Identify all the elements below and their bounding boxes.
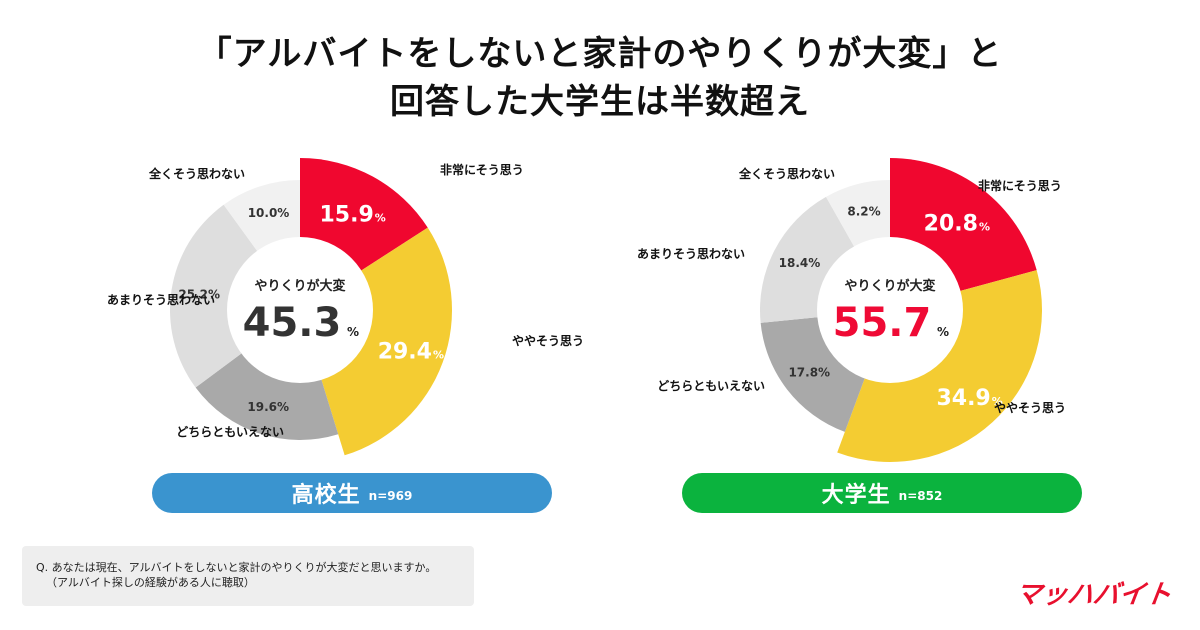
donut-chart-university: 20.8%非常にそう思う34.9%ややそう思う17.8%どちらともいえない18.… xyxy=(637,158,1066,463)
sample-size: n=852 xyxy=(898,489,943,503)
value-label-neutral: 17.8% xyxy=(788,365,830,379)
center-value: 45.3 xyxy=(243,300,342,346)
category-label-very-agree: 非常にそう思う xyxy=(978,178,1062,193)
value-label-strongly-disagree: 10.0% xyxy=(248,206,290,220)
center-label: やりくりが大変 xyxy=(844,278,935,294)
brand-logo: マッハバイト xyxy=(1013,580,1173,610)
value-label-strongly-disagree: 8.2% xyxy=(847,204,880,218)
donut-chart-high-school: 15.9%非常にそう思う29.4%ややそう思う19.6%どちらともいえない25.… xyxy=(107,158,584,456)
center-label: やりくりが大変 xyxy=(254,278,345,294)
donut-center-hole xyxy=(817,237,963,383)
category-label-strongly-disagree: 全くそう思わない xyxy=(148,166,245,181)
group-label-high-school: 高校生 n=969 xyxy=(152,473,552,513)
category-label-somewhat-disagree: あまりそう思わない xyxy=(637,247,745,261)
category-label-neutral: どちらともいえない xyxy=(657,379,765,393)
category-label-somewhat-agree: ややそう思う xyxy=(512,334,584,348)
value-label-neutral: 19.6% xyxy=(247,400,289,414)
value-label-somewhat-disagree: 25.2% xyxy=(178,288,220,302)
question-note: （アルバイト探しの経験がある人に聴取） xyxy=(46,576,255,589)
group-label-university: 大学生 n=852 xyxy=(682,473,1082,513)
chart-title-line-1: 「アルバイトをしないと家計のやりくりが大変」と xyxy=(197,34,1003,74)
category-label-very-agree: 非常にそう思う xyxy=(440,162,524,177)
brand-logo-text: マッハバイト xyxy=(1013,580,1173,610)
category-label-strongly-disagree: 全くそう思わない xyxy=(738,166,835,181)
category-label-somewhat-disagree: あまりそう思わない xyxy=(107,293,215,307)
category-label-somewhat-agree: ややそう思う xyxy=(994,401,1066,415)
center-unit: % xyxy=(347,325,359,339)
donut-segment-somewhat-agree xyxy=(300,227,453,456)
group-name: 大学生 xyxy=(821,483,891,508)
value-label-somewhat-disagree: 18.4% xyxy=(779,256,821,270)
sample-size: n=969 xyxy=(368,489,413,503)
chart-title-line-2: 回答した大学生は半数超え xyxy=(390,82,810,122)
center-unit: % xyxy=(937,325,949,339)
survey-question-box: Q. あなたは現在、アルバイトをしないと家計のやりくりが大変だと思いますか。 （… xyxy=(22,546,474,606)
group-name: 高校生 xyxy=(291,483,361,508)
donut-center-hole xyxy=(227,237,373,383)
question-text: Q. あなたは現在、アルバイトをしないと家計のやりくりが大変だと思いますか。 xyxy=(36,561,437,574)
category-label-neutral: どちらともいえない xyxy=(176,425,284,439)
center-value: 55.7 xyxy=(833,300,932,346)
